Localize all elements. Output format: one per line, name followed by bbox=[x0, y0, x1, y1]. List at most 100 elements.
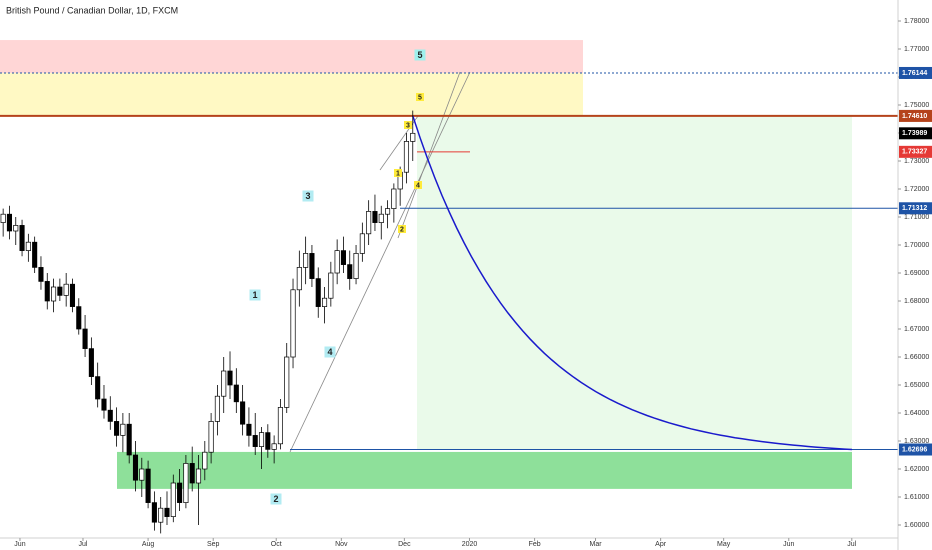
price-label-bg bbox=[899, 145, 932, 158]
x-tick-label: Oct bbox=[271, 541, 282, 548]
x-tick-label: 2020 bbox=[462, 541, 478, 548]
candle-body bbox=[120, 423, 126, 436]
candle-body bbox=[240, 401, 246, 425]
wave-label: 2 bbox=[400, 226, 404, 233]
y-tick-label: 1.68000 bbox=[904, 298, 929, 305]
candle-body bbox=[353, 253, 359, 279]
price-label-bg bbox=[899, 443, 932, 456]
x-tick-label: Dec bbox=[398, 541, 411, 548]
candle-body bbox=[195, 468, 202, 484]
y-tick-label: 1.60000 bbox=[904, 522, 929, 529]
candle-body bbox=[202, 451, 208, 470]
wave-label-bg bbox=[404, 121, 412, 129]
y-tick-label: 1.72000 bbox=[904, 186, 929, 193]
candle-body bbox=[372, 211, 378, 223]
candle-body bbox=[265, 432, 271, 450]
candle-body bbox=[246, 423, 252, 436]
x-tick-label: Feb bbox=[529, 541, 541, 548]
candle-body bbox=[252, 435, 258, 447]
wave-label-bg bbox=[249, 289, 261, 301]
x-tick-label: May bbox=[717, 541, 731, 548]
y-tick-label: 1.78000 bbox=[904, 18, 929, 25]
candle-body bbox=[13, 225, 19, 232]
candle-body bbox=[214, 395, 220, 422]
x-tick-label: Apr bbox=[655, 541, 667, 548]
candle-body bbox=[88, 348, 94, 377]
candle-body bbox=[208, 421, 214, 453]
candle-body bbox=[132, 454, 139, 481]
wave-label: 3 bbox=[305, 191, 310, 201]
price-label: 1.71312 bbox=[902, 205, 927, 212]
chart-title: British Pound / Canadian Dollar, 1D, FXC… bbox=[6, 5, 178, 15]
candle-body bbox=[126, 423, 132, 456]
y-tick-label: 1.61000 bbox=[904, 494, 929, 501]
price-label: 1.76144 bbox=[902, 70, 927, 77]
wave-label: 5 bbox=[417, 50, 422, 60]
price-label-bg bbox=[899, 66, 932, 79]
y-tick-label: 1.65000 bbox=[904, 382, 929, 389]
candle-body bbox=[51, 286, 57, 302]
candle-body bbox=[321, 297, 328, 307]
candle-body bbox=[315, 278, 321, 307]
price-label: 1.62696 bbox=[902, 446, 927, 453]
candle-body bbox=[6, 213, 13, 232]
wave-label-bg bbox=[302, 190, 314, 202]
candle-body bbox=[303, 253, 309, 268]
candle-body bbox=[107, 409, 113, 422]
wave-label: 3 bbox=[406, 122, 410, 129]
y-tick-label: 1.75000 bbox=[904, 102, 929, 109]
candle-body bbox=[151, 502, 157, 523]
candle-body bbox=[44, 281, 50, 302]
candle-body bbox=[347, 264, 353, 279]
candle-body bbox=[189, 463, 195, 484]
x-tick-label: Aug bbox=[142, 541, 155, 548]
wave-label-bg bbox=[414, 181, 422, 189]
candle-body bbox=[309, 253, 315, 279]
projection-curve bbox=[412, 115, 853, 451]
candle-body bbox=[114, 421, 120, 436]
y-tick-label: 1.73000 bbox=[904, 158, 929, 165]
wave-label-bg bbox=[270, 493, 282, 505]
candle-body bbox=[139, 468, 145, 481]
candle-body bbox=[410, 132, 416, 142]
wave-label: 5 bbox=[418, 94, 422, 101]
plot: 5 5 3 1 4 2 3 1 4 2 bbox=[0, 49, 898, 534]
wave-label-bg bbox=[394, 169, 402, 177]
candle-body bbox=[95, 376, 101, 400]
candle-body bbox=[366, 211, 372, 235]
y-tick-label: 1.69000 bbox=[904, 270, 929, 277]
candle-body bbox=[284, 356, 290, 408]
candle-body bbox=[0, 213, 6, 223]
candle-body bbox=[57, 286, 63, 296]
candle-body bbox=[359, 233, 365, 254]
candle-body bbox=[183, 463, 189, 503]
candle-body bbox=[385, 208, 391, 215]
candle-body bbox=[277, 407, 283, 445]
price-label: 1.73327 bbox=[902, 149, 927, 156]
y-tick-label: 1.77000 bbox=[904, 46, 929, 53]
wave-label: 4 bbox=[327, 347, 332, 357]
candle-body bbox=[82, 328, 88, 349]
candle-body bbox=[164, 507, 170, 517]
x-tick-label: Jun bbox=[14, 541, 25, 548]
x-tick-label: Nov bbox=[335, 541, 348, 548]
x-tick-label: Mar bbox=[589, 541, 602, 548]
wave-label-bg bbox=[398, 225, 406, 233]
candle-body bbox=[221, 370, 227, 397]
y-tick-label: 1.62000 bbox=[904, 466, 929, 473]
x-tick-label: Jul bbox=[78, 541, 87, 548]
y-tick-label: 1.63000 bbox=[904, 438, 929, 445]
y-tick-label: 1.67000 bbox=[904, 326, 929, 333]
candle-body bbox=[258, 432, 265, 447]
candle-body bbox=[69, 283, 76, 307]
zone bbox=[117, 451, 852, 489]
wave-label: 2 bbox=[273, 494, 278, 504]
wave-label: 1 bbox=[252, 290, 257, 300]
price-label-bg bbox=[899, 109, 932, 122]
candle-body bbox=[32, 241, 38, 268]
price-label-bg bbox=[899, 202, 932, 215]
zone bbox=[0, 40, 583, 74]
y-tick-label: 1.70000 bbox=[904, 242, 929, 249]
